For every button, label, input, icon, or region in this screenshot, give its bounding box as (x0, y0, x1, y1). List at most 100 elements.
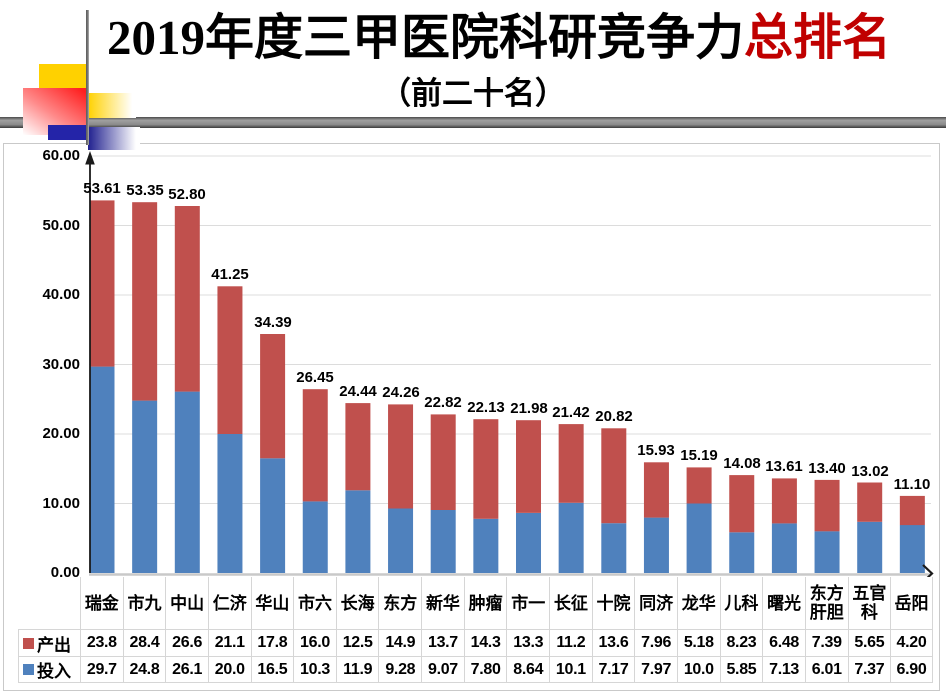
bar-total-label: 53.35 (126, 182, 164, 199)
category-cell: 五官科 (847, 577, 891, 629)
value-cell: 28.4 (122, 630, 166, 656)
legend-swatch (23, 664, 34, 675)
bar-total-label: 15.19 (680, 447, 718, 464)
divider-bar (0, 117, 946, 128)
bar-output (132, 202, 158, 401)
y-axis-label: 30.00 (42, 356, 80, 373)
value-cell: 9.28 (378, 657, 421, 682)
category-cell: 仁济 (207, 577, 251, 629)
category-cell: 龙华 (676, 577, 720, 629)
category-header-row: 瑞金 市九 中山 仁济 华山 市六 长海 东方 新华 肿瘤 市一 长征 十院 同济 龙华 儿科 曙光 东方肝胆 五官… (80, 577, 933, 629)
value-cell: 21.1 (207, 630, 251, 656)
value-cell: 7.39 (804, 630, 848, 656)
bar-total-label: 34.39 (254, 314, 292, 331)
legend-swatch (23, 637, 34, 649)
bar-total-label: 22.82 (424, 394, 462, 411)
category-cell: 肿瘤 (463, 577, 507, 629)
value-cell: 6.01 (804, 657, 848, 682)
bar-output (771, 478, 797, 524)
bar-total-label: 11.10 (893, 476, 931, 493)
bar-output (729, 475, 755, 533)
bar-output (601, 428, 627, 524)
bar-input (814, 531, 840, 573)
series-name: 投入 (37, 662, 71, 681)
bar-input (857, 521, 883, 573)
bar-input (430, 510, 456, 573)
bar-total-label: 21.42 (552, 404, 590, 421)
y-axis-label: 10.00 (42, 495, 80, 512)
bar-input (132, 400, 158, 573)
bar-output (516, 420, 541, 513)
bar-output (345, 403, 371, 491)
chart-svg (85, 151, 934, 583)
y-axis-label: 20.00 (42, 425, 80, 442)
bar-input (516, 513, 541, 573)
bar-output (174, 206, 200, 392)
value-cell: 8.64 (506, 657, 549, 682)
category-cell: 长征 (549, 577, 592, 629)
bar-total-label: 22.13 (467, 399, 505, 416)
value-cell: 5.18 (676, 630, 720, 656)
bar-input (388, 508, 414, 573)
bar-input (729, 532, 755, 573)
title-main: 2019年度三甲医院科研竞争力 (106, 10, 744, 65)
bar-total-label: 24.44 (339, 383, 377, 400)
category-cell: 十院 (591, 577, 635, 629)
bar-input (558, 502, 584, 573)
y-axis-label: 0.00 (50, 564, 80, 581)
bar-total-label: 26.45 (296, 369, 334, 386)
bar-input (601, 523, 627, 573)
plot-area: 60.00 50.00 40.00 30.00 20.00 10.00 0.00 53.61 5… (4, 144, 939, 690)
bar-input (302, 501, 328, 573)
value-cell: 13.3 (506, 630, 549, 656)
bar-input (686, 503, 712, 573)
series-row: 产出 23.8 28.4 26.6 21.1 17.8 16.0 12.5 14.9 13.7 14… (18, 629, 933, 656)
bar-total-label: 52.80 (168, 186, 206, 203)
bar-input (771, 523, 797, 573)
bar-input (174, 391, 200, 573)
bar-output (430, 414, 456, 510)
value-cell: 5.85 (719, 657, 763, 682)
value-cell: 26.6 (165, 630, 208, 656)
category-cell: 市一 (506, 577, 549, 629)
value-cell: 8.23 (719, 630, 763, 656)
value-cell: 23.8 (80, 630, 123, 656)
value-cell: 26.1 (165, 657, 208, 682)
value-cell: 10.3 (293, 657, 336, 682)
bar-total-label: 21.98 (510, 400, 548, 417)
series-row: 投入 29.7 24.8 26.1 20.0 16.5 10.3 11.9 9.28 9.07 7.… (18, 656, 933, 683)
chart-panel: 60.00 50.00 40.00 30.00 20.00 10.00 0.00 53.61 5… (3, 143, 940, 691)
bar-output (260, 334, 286, 459)
value-cell: 11.9 (335, 657, 379, 682)
value-cell: 14.3 (463, 630, 507, 656)
value-cell: 7.17 (591, 657, 635, 682)
value-cell: 7.97 (634, 657, 677, 682)
legend-cell: 产出 (18, 630, 80, 656)
value-cell: 11.2 (549, 630, 592, 656)
value-cell: 7.13 (762, 657, 805, 682)
bar-output (899, 495, 925, 526)
bar-input (260, 458, 286, 573)
bar-output (686, 467, 712, 504)
deco-vertical-line (86, 10, 89, 145)
bar-output (302, 389, 328, 502)
bar-output (388, 404, 414, 509)
value-cell: 10.0 (676, 657, 720, 682)
value-cell: 5.65 (847, 630, 891, 656)
value-cell: 14.9 (378, 630, 421, 656)
category-cell: 市六 (293, 577, 336, 629)
value-cell: 13.6 (591, 630, 635, 656)
title-highlight: 总排名 (744, 10, 892, 65)
y-axis-label: 50.00 (42, 217, 80, 234)
value-cell: 7.96 (634, 630, 677, 656)
bar-total-label: 24.26 (382, 384, 420, 401)
category-cell: 曙光 (762, 577, 805, 629)
category-cell: 瑞金 (80, 577, 123, 629)
bar-output (857, 482, 883, 522)
bar-output (643, 462, 669, 518)
value-cell: 10.1 (549, 657, 592, 682)
bar-total-label: 14.08 (723, 455, 761, 472)
legend-cell: 投入 (18, 657, 80, 682)
category-cell: 市九 (122, 577, 166, 629)
